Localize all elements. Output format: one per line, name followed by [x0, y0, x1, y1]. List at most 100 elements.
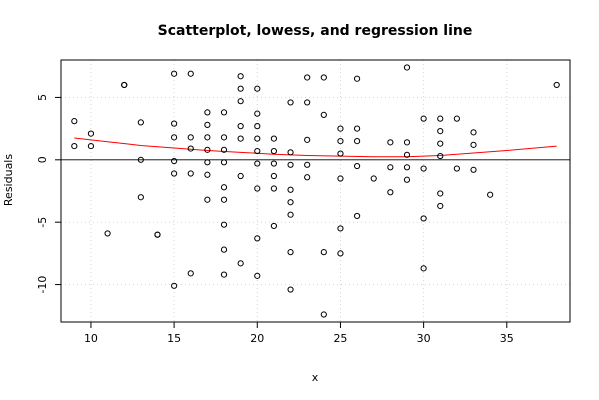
- data-point-16: [171, 170, 178, 177]
- data-point-93: [403, 64, 411, 71]
- data-point-70: [304, 99, 311, 106]
- data-point-87: [353, 162, 361, 170]
- data-point-109: [453, 165, 460, 172]
- data-point-43: [237, 135, 244, 142]
- y-tick-label--5: -5: [36, 217, 49, 228]
- data-point-26: [204, 146, 211, 153]
- data-point-91: [387, 164, 394, 171]
- data-point-53: [254, 235, 261, 242]
- data-point-24: [204, 121, 211, 128]
- data-point-75: [320, 111, 327, 118]
- x-tick-label-25: 25: [333, 332, 347, 345]
- data-point-105: [437, 152, 444, 160]
- data-point-20: [187, 145, 194, 152]
- data-point-98: [420, 115, 427, 122]
- data-point-21: [187, 170, 194, 177]
- data-point-57: [270, 160, 278, 167]
- data-point-7: [137, 119, 144, 126]
- data-point-60: [270, 222, 278, 230]
- data-point-47: [254, 110, 261, 117]
- data-point-106: [437, 190, 444, 197]
- data-point-54: [254, 272, 261, 279]
- y-axis-label: Residuals: [2, 154, 15, 206]
- data-point-49: [254, 135, 261, 142]
- data-point-96: [403, 164, 411, 171]
- data-point-102: [437, 115, 444, 122]
- data-point-19: [187, 134, 194, 141]
- data-point-83: [337, 250, 344, 257]
- data-point-22: [187, 270, 194, 277]
- data-point-13: [171, 120, 178, 127]
- data-point-34: [220, 184, 228, 191]
- data-point-73: [304, 174, 311, 181]
- data-point-65: [287, 199, 294, 206]
- data-point-82: [337, 225, 344, 232]
- data-point-97: [403, 176, 411, 183]
- data-point-17: [171, 282, 178, 289]
- data-point-111: [470, 141, 477, 148]
- data-point-14: [171, 134, 178, 141]
- data-point-3: [87, 142, 95, 150]
- data-point-58: [270, 172, 278, 180]
- data-point-40: [237, 85, 244, 92]
- data-point-104: [437, 140, 444, 147]
- x-tick-label-35: 35: [500, 332, 514, 345]
- data-point-38: [220, 271, 228, 278]
- data-point-35: [220, 196, 228, 203]
- data-point-29: [204, 196, 211, 203]
- data-point-90: [387, 139, 394, 146]
- data-point-99: [420, 165, 427, 172]
- lowess-curve: [74, 137, 557, 158]
- data-point-23: [204, 109, 211, 116]
- data-point-67: [287, 249, 294, 256]
- data-point-95: [403, 151, 411, 158]
- data-point-55: [270, 135, 278, 142]
- data-point-68: [287, 286, 294, 293]
- data-point-84: [353, 75, 361, 82]
- data-point-56: [270, 147, 278, 155]
- data-point-32: [220, 146, 228, 153]
- data-point-59: [270, 185, 278, 192]
- data-point-66: [287, 211, 294, 218]
- points-layer: [71, 64, 560, 318]
- data-point-4: [104, 230, 111, 237]
- lowess-layer: [74, 137, 557, 158]
- data-point-103: [437, 128, 444, 135]
- plot-frame: [60, 59, 571, 323]
- data-point-114: [553, 81, 560, 89]
- axes-layer: 10 15 20 25 30 35 -10 -5 0 5: [36, 59, 571, 345]
- data-point-31: [220, 134, 228, 141]
- chart-title: Scatterplot, lowess, and regression line: [158, 23, 473, 39]
- data-point-45: [237, 260, 244, 267]
- data-point-78: [337, 125, 344, 132]
- data-point-41: [237, 98, 244, 105]
- data-point-15: [171, 157, 178, 165]
- x-tick-label-10: 10: [84, 332, 98, 345]
- data-point-92: [387, 189, 394, 196]
- data-point-12: [171, 70, 178, 77]
- data-point-80: [337, 150, 344, 157]
- data-point-110: [470, 129, 477, 136]
- data-point-89: [370, 175, 377, 182]
- data-point-64: [287, 186, 294, 193]
- data-point-76: [320, 249, 327, 256]
- data-point-62: [287, 149, 294, 156]
- x-tick-label-15: 15: [167, 332, 181, 345]
- data-point-77: [320, 311, 327, 318]
- data-point-81: [337, 175, 344, 182]
- data-point-6: [121, 81, 128, 89]
- data-point-39: [237, 73, 244, 80]
- data-point-100: [420, 215, 427, 222]
- data-point-79: [337, 137, 344, 145]
- data-point-50: [254, 147, 261, 155]
- data-point-44: [237, 172, 244, 180]
- data-point-9: [137, 194, 144, 201]
- data-point-0: [71, 118, 78, 125]
- data-point-42: [237, 123, 244, 130]
- data-point-18: [187, 70, 194, 77]
- data-point-112: [470, 166, 477, 173]
- y-tick-label--10: -10: [36, 276, 49, 294]
- data-point-72: [304, 161, 311, 168]
- data-point-27: [204, 159, 211, 166]
- data-point-88: [353, 212, 361, 220]
